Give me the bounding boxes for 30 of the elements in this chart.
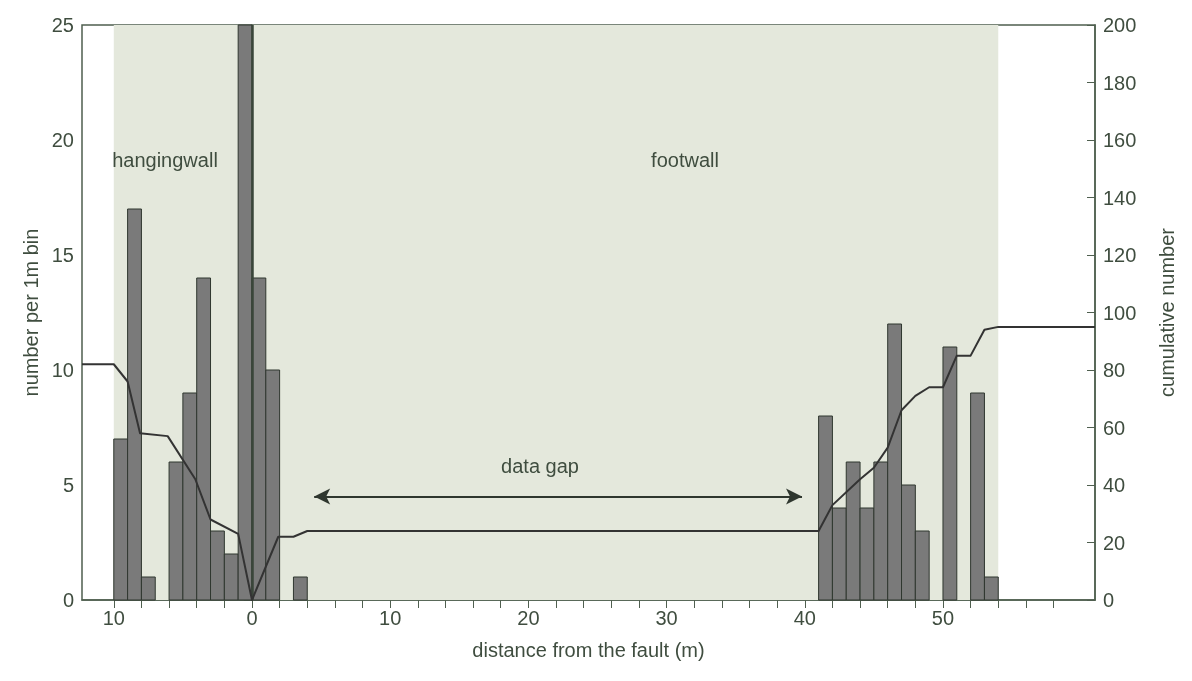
y2-tick-label: 60: [1103, 416, 1126, 439]
y-tick-label: 15: [51, 244, 74, 266]
y-tick-label: 20: [51, 129, 74, 151]
annotation: hangingwall: [112, 149, 218, 171]
y2-tick-label: 100: [1103, 301, 1137, 324]
annotation: footwall: [651, 149, 719, 171]
x-tick-label: 10: [102, 607, 125, 629]
y-axis-title: number per 1m bin: [19, 228, 42, 397]
y2-tick-label: 200: [1103, 14, 1137, 36]
y2-tick-label: 40: [1103, 474, 1126, 496]
x-axis-title: distance from the fault (m): [472, 639, 705, 661]
x-tick-label: 20: [517, 607, 540, 629]
y2-tick-label: 160: [1103, 129, 1137, 151]
y2-tick-label: 180: [1103, 71, 1137, 94]
y-tick-label: 25: [51, 14, 74, 36]
y2-tick-label: 140: [1103, 186, 1137, 209]
y2-axis-title: cumulative number: [1156, 227, 1178, 397]
x-tick-label: 50: [931, 607, 955, 629]
x-tick-label: 40: [793, 607, 816, 629]
y-tick-label: 0: [62, 589, 74, 611]
x-tick-label: 0: [246, 607, 258, 629]
y2-tick-label: 120: [1103, 244, 1137, 266]
annotation: data gap: [501, 455, 579, 477]
y-tick-label: 10: [51, 359, 74, 381]
x-tick-label: 10: [379, 607, 402, 629]
y-tick-label: 5: [62, 474, 74, 496]
y2-tick-label: 20: [1103, 531, 1126, 554]
y2-tick-label: 0: [1103, 589, 1115, 611]
y2-tick-label: 80: [1103, 359, 1126, 381]
x-tick-label: 30: [655, 607, 678, 629]
